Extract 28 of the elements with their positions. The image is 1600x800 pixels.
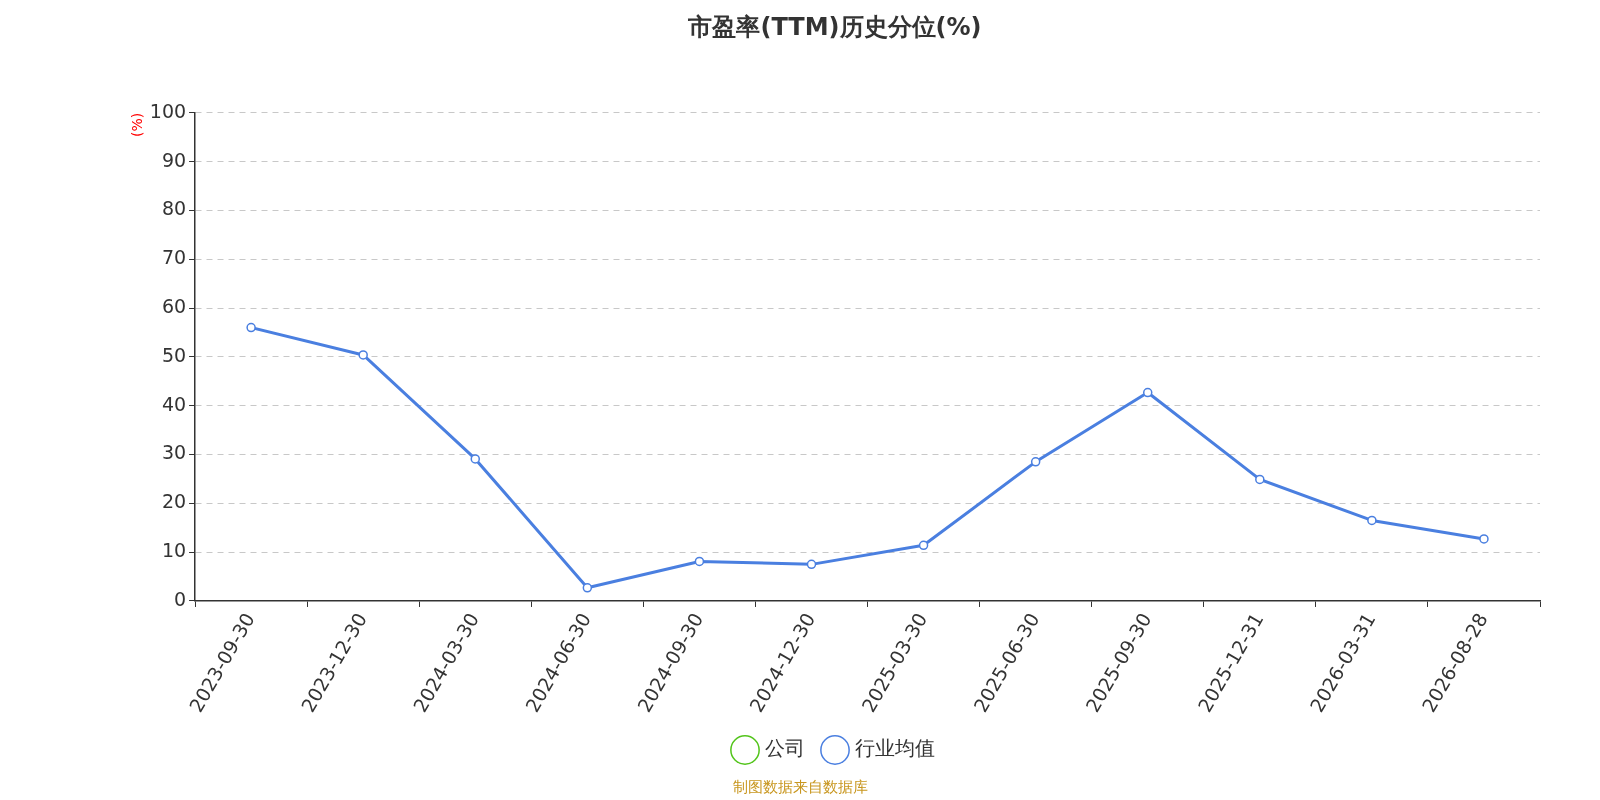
y-tick-label: 50 — [161, 343, 187, 366]
point — [1142, 387, 1153, 398]
y-tick-label: 40 — [161, 392, 187, 415]
point — [358, 350, 368, 360]
point — [918, 540, 929, 551]
y-tick-label: 80 — [161, 197, 187, 220]
point — [806, 559, 817, 570]
point — [694, 556, 705, 567]
point — [582, 583, 593, 593]
point — [1255, 474, 1265, 485]
point — [1030, 457, 1041, 467]
y-tick-label: 90 — [161, 148, 187, 171]
point — [1479, 534, 1489, 544]
text: 制图数据来自数据库 — [732, 778, 868, 797]
legend-label: 公司 — [765, 736, 805, 761]
point — [246, 322, 256, 333]
y-tick-label: 30 — [161, 441, 187, 464]
chart-title: 市盈率(TTM)历史分位(%) — [687, 12, 982, 41]
y-tick-label: 100 — [149, 99, 187, 122]
y-axis-title: (%) — [129, 112, 146, 138]
y-tick-label: 70 — [161, 246, 187, 269]
point — [470, 454, 481, 464]
y-tick-label: 20 — [161, 490, 187, 513]
y-tick-label: 10 — [161, 539, 187, 562]
point — [1367, 515, 1377, 526]
legend-label: 行业均值 — [855, 736, 935, 761]
y-tick-label: 60 — [161, 295, 187, 318]
y-tick-label: 0 — [173, 587, 187, 610]
